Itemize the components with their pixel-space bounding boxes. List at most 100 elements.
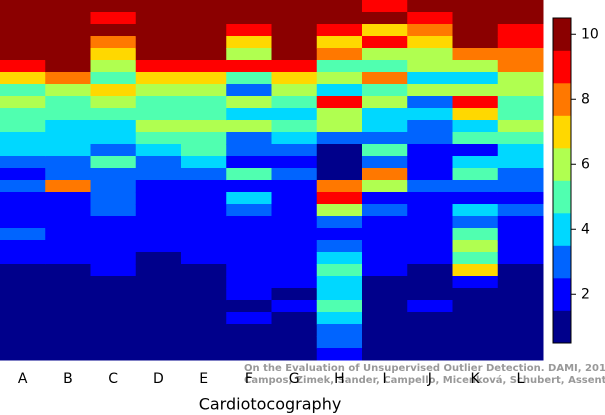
heatmap-cell: [135, 60, 182, 73]
heatmap-cell: [362, 348, 408, 361]
heatmap-cell: [0, 96, 46, 109]
heatmap-cell: [226, 300, 272, 313]
heatmap-cell: [271, 84, 318, 97]
heatmap-cell: [407, 192, 453, 205]
heatmap-cell: [497, 336, 544, 349]
heatmap-cell: [181, 24, 227, 37]
heatmap-cell: [181, 144, 227, 157]
heatmap-cell: [271, 216, 318, 229]
heatmap-cell: [135, 336, 182, 349]
citation: Campos, Zimek, Sander, Campello, Micenko…: [244, 374, 605, 386]
heatmap-cell: [407, 348, 453, 361]
heatmap-cell: [226, 48, 272, 61]
heatmap-cell: [362, 180, 408, 193]
heatmap-cell: [135, 264, 182, 277]
heatmap-cell: [271, 288, 318, 301]
heatmap-cell: [407, 144, 453, 157]
heatmap-cell: [452, 12, 499, 25]
heatmap-cell: [90, 336, 137, 349]
heatmap-cell: [226, 204, 272, 217]
heatmap-cell: [45, 144, 91, 157]
heatmap-cell: [45, 336, 91, 349]
heatmap-cell: [135, 36, 182, 49]
heatmap-cell: [181, 0, 227, 13]
heatmap-cell: [362, 216, 408, 229]
heatmap-cell: [226, 228, 272, 241]
heatmap-cell: [271, 132, 318, 145]
heatmap-cell: [271, 192, 318, 205]
heatmap-cell: [0, 12, 46, 25]
heatmap-cell: [452, 36, 499, 49]
heatmap-cell: [407, 72, 453, 85]
heatmap-cell: [407, 180, 453, 193]
heatmap-cell: [135, 312, 182, 325]
x-tick-label: H: [334, 371, 345, 387]
heatmap-cell: [362, 60, 408, 73]
heatmap-cell: [362, 264, 408, 277]
heatmap-cell: [316, 12, 363, 25]
heatmap-cell: [497, 12, 544, 25]
heatmap-cell: [452, 144, 499, 157]
heatmap-cell: [362, 96, 408, 109]
heatmap-cell: [497, 120, 544, 133]
heatmap-cell: [0, 168, 46, 181]
heatmap-cell: [135, 12, 182, 25]
heatmap-cell: [271, 96, 318, 109]
heatmap-cell: [90, 36, 137, 49]
heatmap-cell: [226, 180, 272, 193]
heatmap-cell: [497, 132, 544, 145]
heatmap-cell: [90, 84, 137, 97]
heatmap-cell: [226, 144, 272, 157]
colorbar-segment: [553, 278, 571, 311]
heatmap-cell: [45, 300, 91, 313]
heatmap-cell: [316, 0, 363, 13]
heatmap-cell: [362, 204, 408, 217]
heatmap-cell: [452, 60, 499, 73]
heatmap-cell: [271, 348, 318, 361]
heatmap-cell: [226, 288, 272, 301]
heatmap-cell: [181, 216, 227, 229]
heatmap-cell: [45, 192, 91, 205]
heatmap-cell: [452, 288, 499, 301]
heatmap-cell: [45, 252, 91, 265]
heatmap-cell: [0, 24, 46, 37]
heatmap-cell: [316, 48, 363, 61]
colorbar-tick-label: 6: [581, 156, 590, 172]
heatmap-cell: [135, 48, 182, 61]
x-tick-label: K: [471, 371, 481, 387]
x-tick-label: G: [289, 371, 300, 387]
heatmap-cell: [497, 144, 544, 157]
heatmap-cell: [226, 36, 272, 49]
x-tick-label: D: [153, 371, 164, 387]
heatmap-cell: [226, 240, 272, 253]
heatmap-cell: [45, 240, 91, 253]
heatmap-cell: [90, 348, 137, 361]
x-tick-label: C: [108, 371, 118, 387]
heatmap-cell: [362, 288, 408, 301]
heatmap-cell: [452, 84, 499, 97]
heatmap-cell: [452, 48, 499, 61]
heatmap-cell: [226, 96, 272, 109]
heatmap-cell: [135, 276, 182, 289]
heatmap-cell: [452, 252, 499, 265]
heatmap-cell: [452, 72, 499, 85]
colorbar-segment: [553, 310, 571, 344]
heatmap-cell: [271, 312, 318, 325]
heatmap-cell: [181, 192, 227, 205]
heatmap-cell: [181, 204, 227, 217]
heatmap-cell: [407, 312, 453, 325]
heatmap-cell: [45, 36, 91, 49]
heatmap-cell: [90, 192, 137, 205]
heatmap-cell: [271, 276, 318, 289]
heatmap-cell: [362, 324, 408, 337]
heatmap-cell: [407, 48, 453, 61]
heatmap-cell: [226, 120, 272, 133]
x-axis-label: Cardiotocography: [199, 395, 342, 414]
heatmap-cell: [181, 324, 227, 337]
heatmap-cell: [452, 324, 499, 337]
heatmap-cell: [452, 240, 499, 253]
heatmap-cell: [362, 144, 408, 157]
heatmap-cell: [135, 324, 182, 337]
heatmap-cell: [0, 0, 46, 13]
heatmap-cell: [90, 168, 137, 181]
